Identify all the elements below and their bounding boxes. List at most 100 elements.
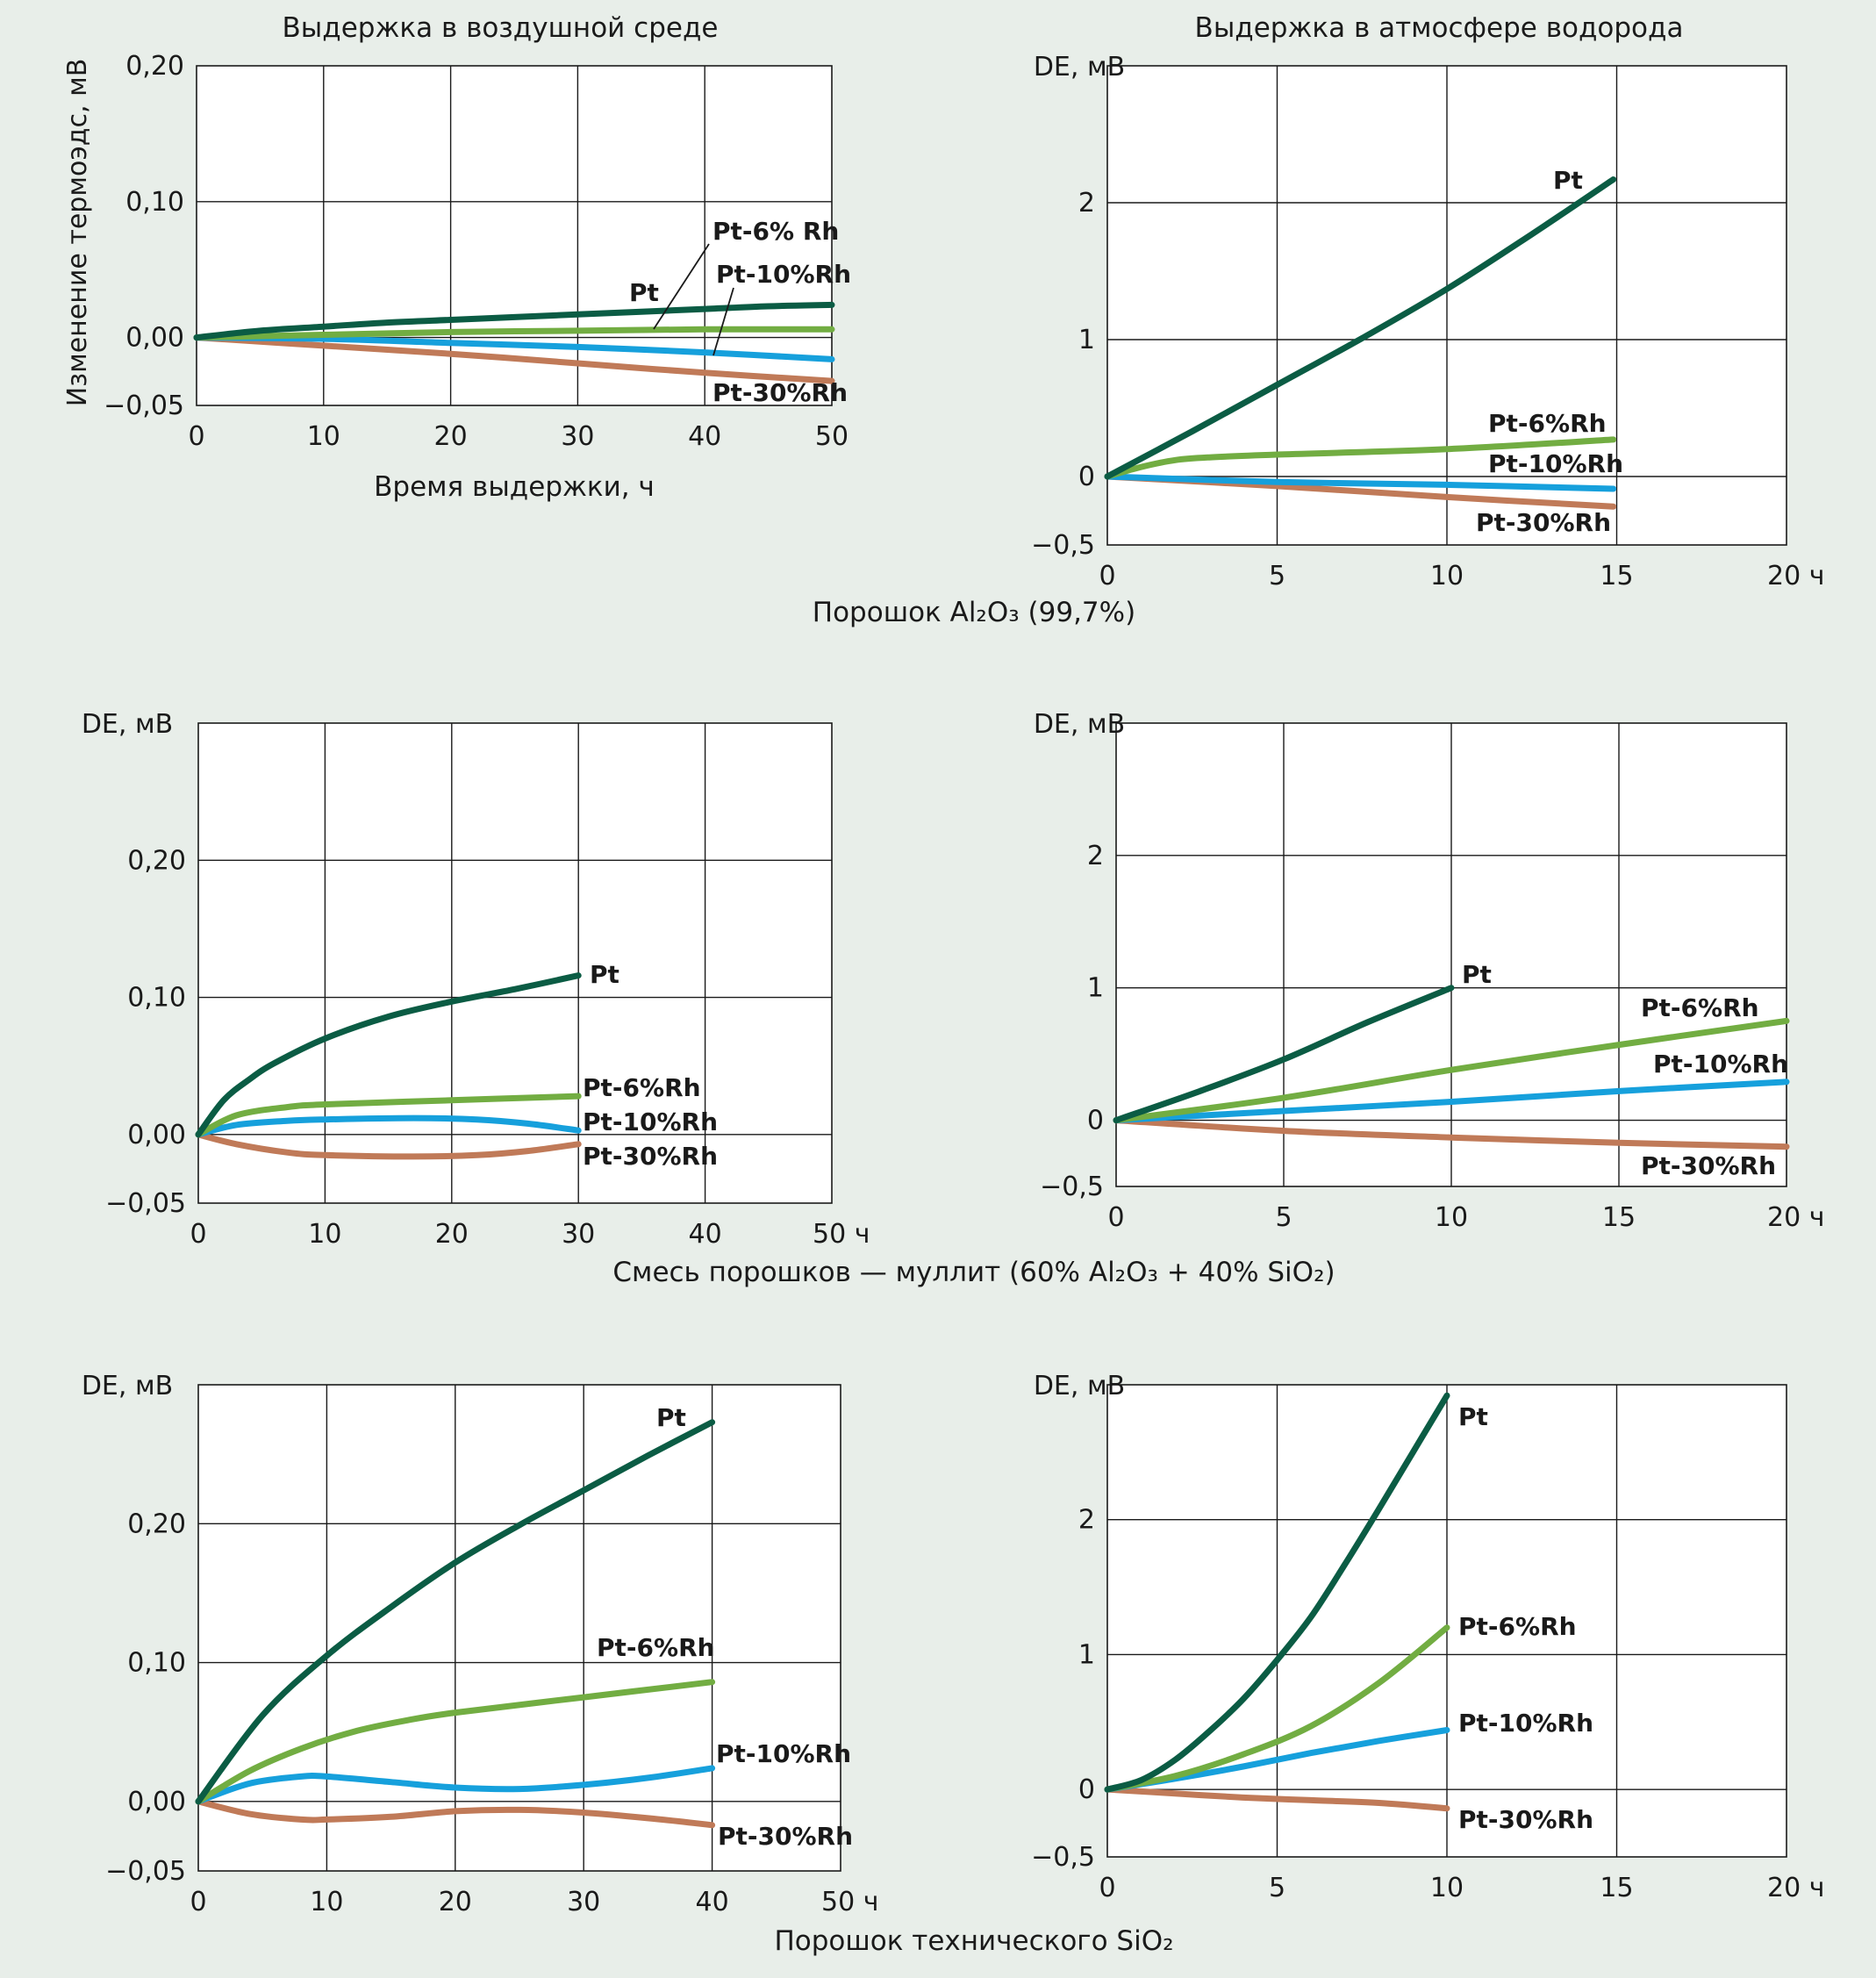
y-tick-label: 2 bbox=[1078, 188, 1095, 219]
series-label-pt-30pctrh: Pt-30%Rh bbox=[583, 1142, 718, 1171]
series-label-pt-10pctrh: Pt-10%Rh bbox=[1653, 1050, 1788, 1079]
x-tick-label: 20 bbox=[435, 1219, 469, 1250]
x-tick-label: 10 bbox=[308, 1219, 341, 1250]
series-label-pt-6pctrh: Pt-6% Rh bbox=[712, 217, 839, 246]
chart-5: 0 10 20 30 40 50 ч 0,20 0,10 0,00 −0,05 DE, мВ Pt Pt… bbox=[82, 1371, 879, 1917]
y-tick-label: −0,5 bbox=[1031, 1842, 1095, 1873]
series-label-pt-30pctrh: Pt-30%Rh bbox=[1641, 1151, 1776, 1180]
chart-title: Выдержка в атмосфере водорода bbox=[1195, 12, 1684, 44]
series-label-pt-10pctrh: Pt-10%Rh bbox=[716, 260, 851, 289]
y-tick-label: 0,00 bbox=[127, 1120, 186, 1150]
x-tick-label: 5 bbox=[1269, 561, 1285, 591]
x-tick-label: 20 bbox=[439, 1887, 472, 1917]
x-tick-label: 20 ч bbox=[1767, 561, 1824, 591]
plot-area bbox=[197, 722, 833, 1204]
chart-3: 0 10 20 30 40 50 ч 0,20 0,10 0,00 −0,05 DE, мВ Pt Pt… bbox=[82, 709, 870, 1250]
x-tick-label: 0 bbox=[1099, 561, 1115, 591]
series-line-pt bbox=[195, 972, 582, 1138]
x-tick-label: 30 bbox=[567, 1887, 600, 1917]
y-tick-label: −0,05 bbox=[104, 391, 184, 421]
y-tick-label: 1 bbox=[1078, 1639, 1095, 1670]
plot-area bbox=[196, 65, 833, 406]
y-tick-label: 0,20 bbox=[127, 1509, 186, 1539]
caption-mullite: Смесь порошков — муллит (60% Al₂O₃ + 40%… bbox=[612, 1257, 1335, 1288]
y-tick-label: 0 bbox=[1078, 1774, 1095, 1805]
x-tick-label: 30 bbox=[561, 421, 594, 452]
series-label-pt-6pctrh: Pt-6%Rh bbox=[583, 1073, 701, 1102]
series-line-pt bbox=[1113, 985, 1455, 1124]
series-line-pt-10pctrh bbox=[1113, 1079, 1790, 1124]
series-label-pt: Pt bbox=[656, 1403, 686, 1432]
series-line-pt bbox=[1104, 1392, 1450, 1793]
y-tick-label: −0,05 bbox=[105, 1188, 186, 1219]
x-tick-label: 50 bbox=[815, 421, 848, 452]
leader-line-pt-10pct-rh bbox=[712, 287, 734, 356]
series-line-pt-10pctrh bbox=[1104, 473, 1617, 492]
y-tick-label: 0,10 bbox=[127, 983, 186, 1014]
series-line-pt-6pctrh bbox=[195, 1679, 716, 1805]
series-line-pt-10pctrh bbox=[193, 334, 835, 362]
series-label-pt: Pt bbox=[1462, 960, 1492, 989]
x-tick-label: 5 bbox=[1269, 1873, 1285, 1903]
series-line-pt-30pctrh bbox=[195, 1131, 582, 1160]
y-tick-label: 0 bbox=[1078, 462, 1095, 492]
x-tick-label: 0 bbox=[1107, 1202, 1124, 1233]
series-label-pt-30pctrh: Pt-30%Rh bbox=[1476, 508, 1611, 537]
x-tick-label: 0 bbox=[1099, 1873, 1115, 1903]
series-line-pt-6pctrh bbox=[1104, 1624, 1450, 1793]
series-line-pt-6pctrh bbox=[195, 1093, 582, 1138]
series-label-pt-10pctrh: Pt-10%Rh bbox=[1458, 1709, 1593, 1738]
series-line-pt-6pctrh bbox=[1113, 1017, 1790, 1124]
x-tick-label: 15 bbox=[1602, 1202, 1636, 1233]
y-tick-label: 0,00 bbox=[125, 323, 184, 354]
x-tick-label: 20 ч bbox=[1767, 1873, 1824, 1903]
x-tick-label: 0 bbox=[190, 1887, 206, 1917]
x-tick-label: 10 bbox=[1430, 1873, 1464, 1903]
y-tick-label: 0,10 bbox=[127, 1648, 186, 1679]
x-tick-label: 50 ч bbox=[821, 1887, 878, 1917]
x-tick-label: 40 bbox=[696, 1887, 729, 1917]
y-tick-label: −0,5 bbox=[1040, 1172, 1104, 1202]
chart-1: 0 10 20 30 40 50 0,20 0,10 0,00 −0,05 Выдержка в в… bbox=[62, 12, 851, 503]
series-line-pt-10pctrh bbox=[195, 1114, 582, 1138]
y-tick-label: 0 bbox=[1087, 1106, 1104, 1136]
y-tick-label: 1 bbox=[1087, 973, 1104, 1004]
series-line-pt-30pctrh bbox=[1104, 1786, 1450, 1812]
series-line-pt bbox=[193, 301, 835, 341]
x-tick-label: 10 bbox=[310, 1887, 343, 1917]
series-label-pt: Pt bbox=[590, 960, 619, 989]
series-line-pt-10pctrh bbox=[195, 1765, 716, 1805]
y-axis-label: DE, мВ bbox=[1034, 709, 1125, 740]
series-label-pt-30pctrh: Pt-30%Rh bbox=[712, 378, 848, 407]
series-label-pt: Pt bbox=[1458, 1402, 1488, 1431]
y-axis-label: DE, мВ bbox=[82, 709, 173, 740]
series-label-pt-6pctrh: Pt-6%Rh bbox=[1488, 409, 1607, 438]
x-tick-label: 20 ч bbox=[1767, 1202, 1824, 1233]
y-axis-label: Изменение термоэдс, мВ bbox=[62, 59, 93, 407]
y-tick-label: 0,20 bbox=[125, 51, 184, 82]
series-label-pt-6pctrh: Pt-6%Rh bbox=[1458, 1612, 1577, 1641]
y-tick-label: 0,10 bbox=[125, 187, 184, 218]
x-tick-label: 5 bbox=[1275, 1202, 1292, 1233]
y-axis-label: DE, мВ bbox=[82, 1371, 173, 1401]
chart-title: Выдержка в воздушной среде bbox=[283, 12, 719, 44]
series-label-pt-6pctrh: Pt-6%Rh bbox=[1641, 993, 1759, 1022]
y-tick-label: 2 bbox=[1087, 841, 1104, 871]
series-label-pt-6pctrh: Pt-6%Rh bbox=[597, 1633, 715, 1662]
y-tick-label: 0,20 bbox=[127, 845, 186, 876]
x-tick-label: 10 bbox=[307, 421, 340, 452]
series-label-pt: Pt bbox=[629, 278, 659, 307]
caption-silica: Порошок технического SiO₂ bbox=[774, 1925, 1173, 1957]
y-tick-label: −0,05 bbox=[105, 1856, 186, 1887]
x-tick-label: 30 bbox=[562, 1219, 595, 1250]
series-line-pt-30pctrh bbox=[195, 1798, 716, 1829]
series-label-pt: Pt bbox=[1553, 166, 1583, 195]
series-label-pt-30pctrh: Pt-30%Rh bbox=[1458, 1805, 1593, 1834]
series-line-pt-30pctrh bbox=[193, 334, 835, 384]
x-tick-label: 20 bbox=[434, 421, 468, 452]
y-tick-label: 2 bbox=[1078, 1505, 1095, 1536]
